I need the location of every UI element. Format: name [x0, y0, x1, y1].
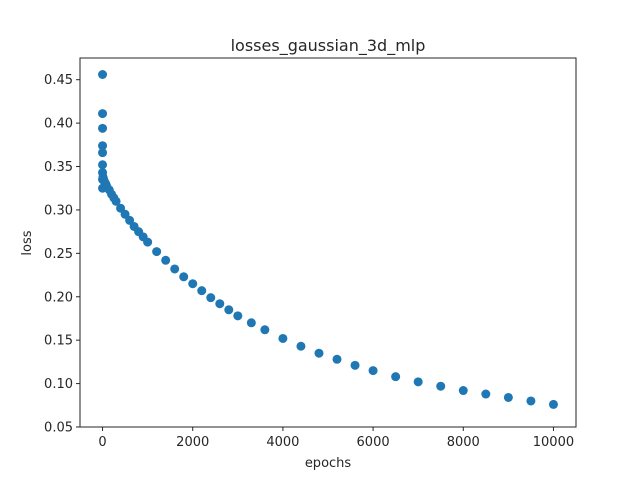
- data-point: [503, 392, 513, 402]
- y-tick-label: 0.20: [44, 290, 73, 305]
- y-tick-label: 0.30: [44, 203, 73, 218]
- y-tick-label: 0.15: [44, 334, 73, 349]
- x-tick-label: 0: [98, 435, 106, 450]
- data-point: [296, 341, 306, 351]
- data-point: [458, 386, 468, 396]
- y-tick-label: 0.45: [44, 73, 73, 88]
- data-point: [368, 366, 378, 376]
- data-point: [111, 196, 121, 206]
- data-point: [314, 348, 324, 358]
- data-point: [98, 160, 108, 170]
- data-point: [98, 123, 108, 133]
- data-point: [197, 286, 207, 296]
- x-tick-label: 4000: [266, 435, 299, 450]
- data-point: [246, 318, 256, 328]
- data-point: [179, 272, 189, 282]
- y-axis-label: loss: [20, 230, 35, 255]
- data-point: [206, 293, 216, 303]
- data-point: [98, 69, 108, 79]
- x-tick-label: 8000: [447, 435, 480, 450]
- x-tick-label: 10000: [533, 435, 574, 450]
- x-tick-label: 2000: [176, 435, 209, 450]
- data-point: [278, 333, 288, 343]
- data-point: [548, 399, 558, 409]
- y-axis: 0.05 0.10 0.15 0.20 0.25 0.30 0.35 0.40 0.45: [44, 73, 80, 436]
- x-axis: 0 2000 4000 6000 8000 10000: [98, 427, 574, 450]
- data-point: [260, 325, 270, 335]
- plot-frame: [79, 57, 577, 428]
- data-point: [152, 247, 162, 257]
- chart-title: losses_gaussian_3d_mlp: [231, 36, 426, 56]
- data-point: [143, 237, 153, 247]
- data-point: [161, 255, 171, 265]
- data-point: [98, 109, 108, 119]
- data-point: [224, 305, 234, 315]
- data-point: [526, 396, 536, 406]
- data-point: [391, 372, 401, 382]
- data-point: [98, 141, 108, 151]
- x-tick-label: 6000: [357, 435, 390, 450]
- data-point: [98, 148, 108, 158]
- data-point: [481, 389, 491, 399]
- y-tick-label: 0.10: [44, 377, 73, 392]
- y-tick-label: 0.25: [44, 247, 73, 262]
- x-axis-label: epochs: [305, 456, 352, 471]
- data-point: [332, 354, 342, 364]
- data-point: [436, 381, 446, 391]
- data-point: [170, 264, 180, 274]
- data-points: [98, 69, 558, 409]
- y-tick-label: 0.40: [44, 117, 73, 132]
- data-point: [215, 299, 225, 309]
- data-point: [188, 279, 198, 289]
- data-point: [350, 360, 360, 370]
- data-point: [413, 377, 423, 387]
- y-tick-label: 0.35: [44, 160, 73, 175]
- y-tick-label: 0.05: [44, 421, 73, 436]
- data-point: [233, 311, 243, 321]
